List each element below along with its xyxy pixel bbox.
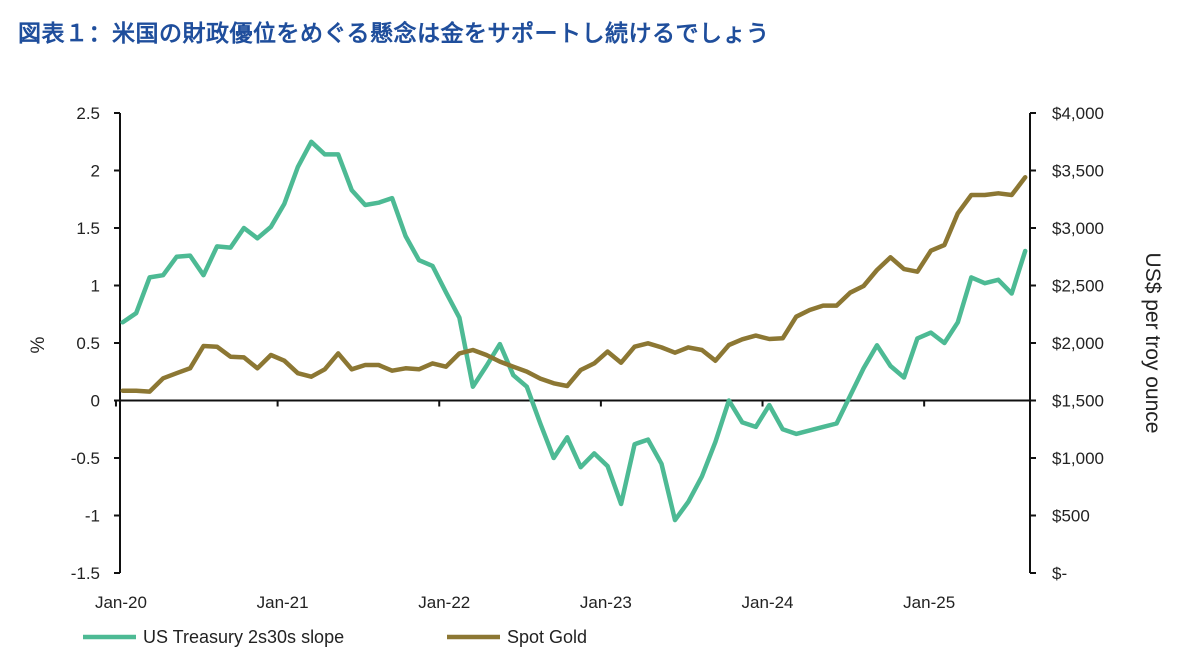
x-tick-label: Jan-24	[742, 593, 794, 612]
series-line-treasury-2s30s	[120, 139, 1028, 523]
y-axis-right-title: US$ per troy ounce	[1141, 253, 1164, 434]
x-tick-label: Jan-25	[903, 593, 955, 612]
series-lines	[120, 139, 1028, 523]
y-tick-label-right: $2,000	[1052, 334, 1104, 353]
y-tick-label-left: 0	[91, 392, 100, 411]
x-tick-label: Jan-20	[95, 593, 147, 612]
legend-label: Spot Gold	[507, 627, 587, 647]
series-line-spot-gold	[120, 175, 1028, 394]
y-tick-label-right: $4,000	[1052, 104, 1104, 123]
y-tick-label-right: $1,000	[1052, 449, 1104, 468]
y-tick-label-right: $3,500	[1052, 162, 1104, 181]
y-tick-label-left: 1.5	[76, 219, 100, 238]
axes: 2.5 2 1.5 1 0.5 0 -0.5 -1 -1.5 $4,000 $3,500 $3,000…	[71, 104, 1104, 612]
y-tick-label-right: $1,500	[1052, 392, 1104, 411]
y-tick-label-left: -1.5	[71, 564, 100, 583]
x-tick-label: Jan-22	[418, 593, 470, 612]
y-tick-label-left: -1	[85, 507, 100, 526]
y-tick-label-right: $-	[1052, 564, 1067, 583]
y-axis-left-title: %	[28, 336, 49, 353]
y-tick-label-left: 1	[91, 277, 100, 296]
x-tick-label: Jan-21	[257, 593, 309, 612]
y-tick-label-left: -0.5	[71, 449, 100, 468]
legend: US Treasury 2s30s slope Spot Gold	[83, 627, 587, 647]
legend-label: US Treasury 2s30s slope	[143, 627, 344, 647]
y-tick-label-left: 0.5	[76, 334, 100, 353]
y-tick-label-right: $3,000	[1052, 219, 1104, 238]
chart-title: 図表１：米国の財政優位をめぐる懸念は金をサポートし続けるでしょう	[18, 21, 770, 47]
x-tick-label: Jan-23	[580, 593, 632, 612]
y-tick-label-right: $500	[1052, 507, 1090, 526]
y-tick-label-right: $2,500	[1052, 277, 1104, 296]
y-tick-label-left: 2.5	[76, 104, 100, 123]
y-tick-label-left: 2	[91, 162, 100, 181]
